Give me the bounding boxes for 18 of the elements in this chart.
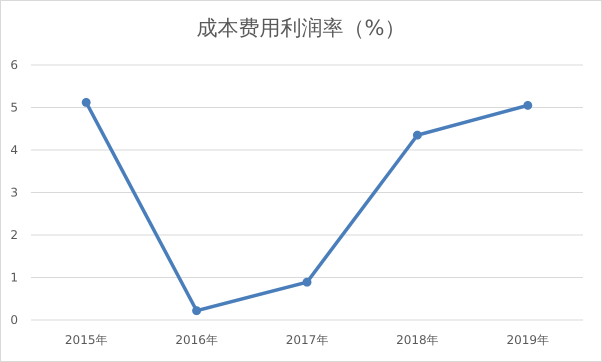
- point: [82, 98, 91, 107]
- point: [192, 306, 202, 316]
- y-tick-label: 3: [10, 186, 18, 200]
- y-tick-label: 6: [10, 58, 18, 72]
- x-tick-label: 2019年: [506, 333, 550, 347]
- x-tick-label: 2018年: [396, 333, 439, 347]
- y-tick-label: 1: [10, 270, 18, 284]
- point: [302, 278, 312, 287]
- y-tick-label: 4: [10, 143, 18, 157]
- point: [412, 130, 422, 140]
- y-tick-label: 2: [10, 228, 18, 242]
- x-tick-label: 2016年: [175, 333, 218, 347]
- y-tick-label: 5: [10, 100, 18, 114]
- point: [523, 100, 532, 110]
- y-tick-label: 0: [10, 313, 18, 327]
- x-tick-label: 2015年: [64, 333, 108, 347]
- title: 成本费用利润率（%）: [196, 16, 406, 40]
- x-tick-label: 2017年: [286, 333, 328, 347]
